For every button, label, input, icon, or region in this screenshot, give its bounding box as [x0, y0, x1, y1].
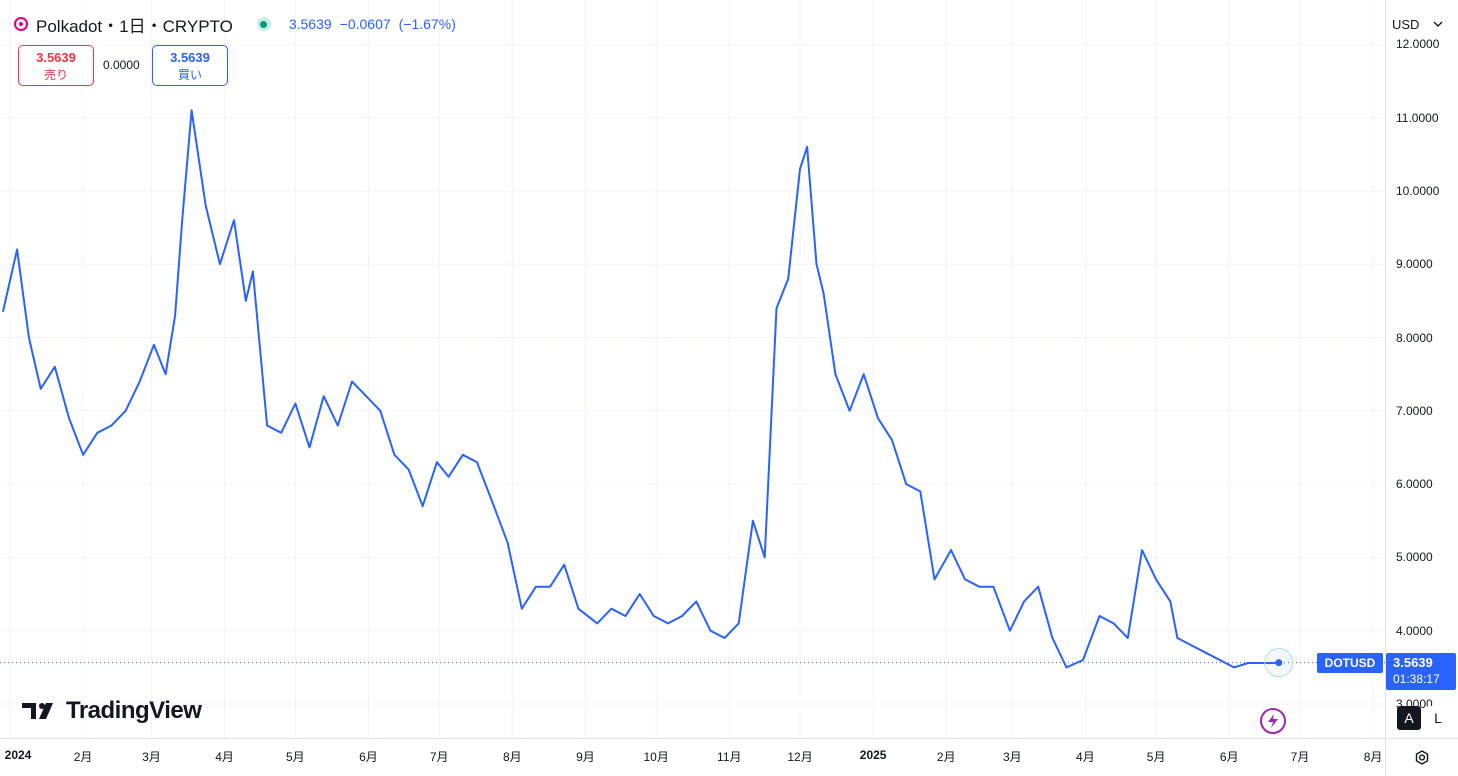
symbol-price-label: DOTUSD	[1317, 653, 1383, 673]
symbol-header: Polkadot・1日・CRYPTO 3.5639 −0.0607 (−1.67…	[14, 12, 456, 36]
price-chart[interactable]	[0, 0, 1385, 738]
price-tick-label: 4.0000	[1396, 623, 1433, 638]
time-tick-label: 5月	[1146, 750, 1166, 764]
last-price: 3.5639	[288, 16, 332, 32]
price-tick-label: 12.0000	[1396, 37, 1440, 52]
tradingview-logo-text: TradingView	[66, 697, 202, 724]
symbol-title[interactable]: Polkadot・1日・CRYPTO	[36, 16, 233, 36]
last-price-tag-value: 3.5639	[1393, 655, 1433, 670]
gear-icon[interactable]	[1413, 749, 1431, 767]
time-tick-label: 2月	[73, 750, 93, 764]
price-series-line	[1, 109, 1279, 669]
price-tick-label: 10.0000	[1396, 183, 1440, 198]
time-tick-label: 3月	[142, 750, 161, 764]
chart-area[interactable]	[0, 0, 1385, 738]
bar-countdown: 01:38:17	[1393, 672, 1440, 686]
log-scale-button[interactable]: L	[1426, 706, 1450, 730]
auto-scale-button[interactable]: A	[1397, 706, 1421, 730]
time-tick-label: 12月	[787, 750, 813, 764]
price-tick-label: 7.0000	[1396, 403, 1433, 418]
settings-corner[interactable]	[1385, 738, 1458, 776]
change-value: −0.0607	[339, 16, 391, 32]
time-tick-label: 4月	[215, 750, 234, 764]
time-tick-label: 11月	[717, 750, 742, 764]
currency-select[interactable]: USD	[1389, 10, 1455, 38]
spread-value: 0.0000	[103, 58, 140, 72]
time-tick-label: 3月	[1002, 750, 1022, 764]
last-point-dot	[1275, 659, 1283, 667]
time-tick-label: 8月	[1363, 750, 1383, 764]
price-tick-label: 11.0000	[1396, 110, 1439, 125]
market-status-icon[interactable]	[256, 17, 271, 31]
sell-label: 売り	[43, 68, 68, 82]
chevron-down-icon	[1433, 21, 1443, 27]
price-tick-label: 8.0000	[1396, 330, 1433, 345]
time-tick-label: 9月	[576, 750, 595, 764]
tradingview-logo[interactable]: TradingView	[22, 697, 202, 725]
buy-price: 3.5639	[170, 50, 210, 65]
time-tick-label: 4月	[1076, 750, 1095, 764]
change-percent: (−1.67%)	[398, 16, 456, 32]
time-axis[interactable]: 2024 2月 3月 4月 5月 6月 7月 8月 9月 10月 11月 12月 2025 2月 3月 4月 5…	[0, 738, 1385, 776]
sell-button[interactable]: 3.5639 売り	[18, 45, 94, 86]
time-tick-label: 6月	[1219, 750, 1239, 764]
buy-label: 買い	[177, 68, 202, 82]
time-tick-label: 2024	[4, 748, 32, 762]
time-tick-label: 5月	[286, 750, 305, 764]
currency-value: USD	[1392, 16, 1420, 32]
lightning-icon[interactable]	[1260, 708, 1286, 734]
price-change: 3.5639 −0.0607 (−1.67%)	[289, 16, 456, 32]
price-tick-label: 6.0000	[1396, 477, 1433, 492]
time-tick-label: 6月	[359, 750, 378, 764]
time-tick-label: 2025	[859, 748, 887, 762]
sell-price: 3.5639	[36, 50, 76, 65]
time-tick-label: 8月	[502, 750, 522, 764]
last-price-label: 3.5639 01:38:17	[1386, 653, 1456, 690]
buy-button[interactable]: 3.5639 買い	[152, 45, 228, 86]
price-tick-label: 5.0000	[1396, 550, 1433, 565]
polkadot-logo-icon	[14, 17, 28, 31]
time-tick-label: 10月	[643, 750, 669, 764]
time-tick-label: 2月	[936, 750, 956, 764]
time-tick-label: 7月	[1290, 750, 1310, 764]
price-tick-label: 9.0000	[1396, 257, 1433, 272]
tradingview-logo-icon	[22, 703, 53, 719]
price-axis[interactable]: 3.0000 4.0000 5.0000 6.0000 7.0000 8.0000 9.00…	[1385, 0, 1458, 738]
time-tick-label: 7月	[429, 750, 449, 764]
